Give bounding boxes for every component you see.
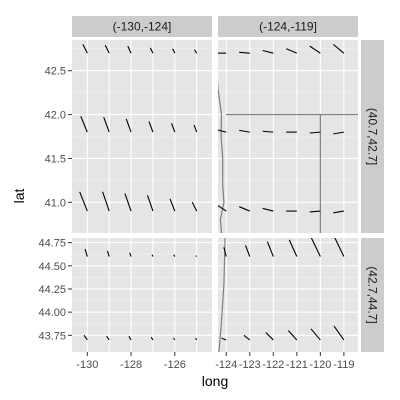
facet-panel-1-1 (213, 236, 358, 400)
facet-strip-label: (-124,-119] (259, 20, 317, 34)
y-tick-label: 43.75 (38, 330, 66, 342)
y-axis-title: lat (11, 189, 27, 204)
x-tick-label: -128 (120, 359, 142, 371)
facet-panel-1-0 (72, 238, 212, 352)
x-tick-label: -120 (309, 359, 331, 371)
y-tick-label: 41.5 (45, 153, 66, 165)
x-tick-label: -122 (262, 359, 284, 371)
x-tick-label: -126 (164, 359, 186, 371)
facet-strip-label: (-130,-124] (113, 20, 172, 34)
y-tick-label: 44.00 (38, 307, 66, 319)
facet-strip-label: (40.7,42.7] (366, 108, 380, 165)
x-tick-label: -119 (333, 359, 354, 371)
x-tick-label: -121 (286, 359, 308, 371)
y-tick-label: 41.0 (45, 197, 66, 209)
x-tick-label: -130 (76, 359, 98, 371)
x-tick-label: -124 (215, 359, 237, 371)
x-axis-title: long (202, 373, 228, 389)
y-tick-label: 44.75 (38, 238, 66, 250)
facet-strip-label: (42.7,44.7] (366, 266, 380, 323)
y-tick-label: 44.25 (38, 284, 66, 296)
y-tick-label: 44.50 (38, 261, 66, 273)
y-tick-label: 42.0 (45, 110, 66, 122)
y-tick-label: 42.5 (45, 66, 66, 78)
facet-panel-0-0 (72, 40, 212, 233)
vector-segment (196, 256, 197, 257)
x-tick-label: -123 (239, 359, 261, 371)
